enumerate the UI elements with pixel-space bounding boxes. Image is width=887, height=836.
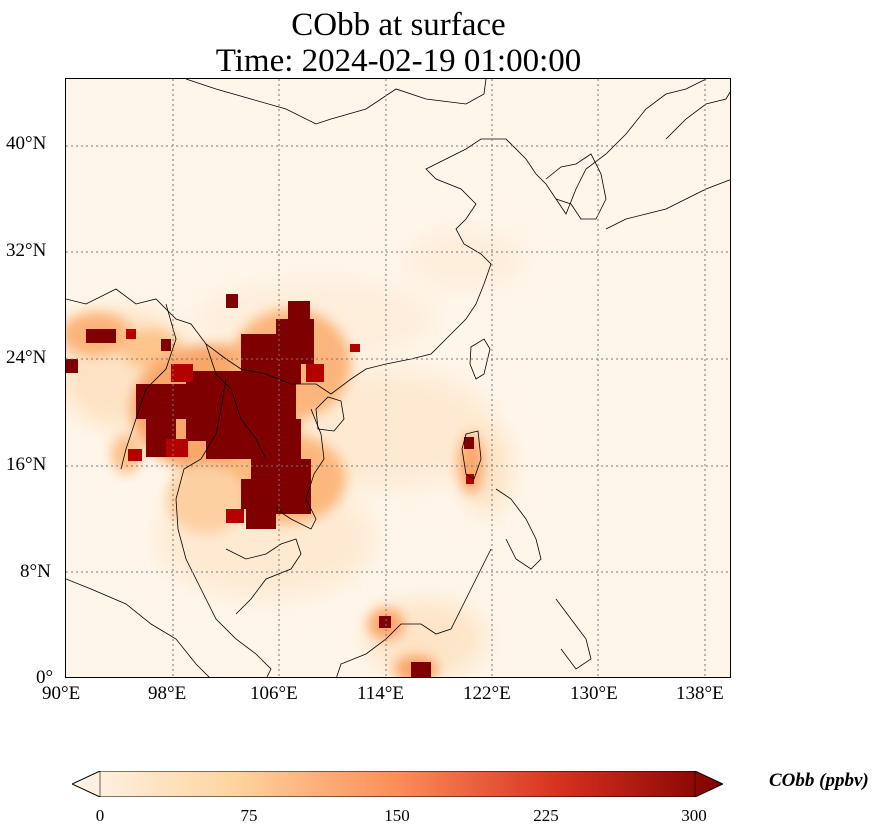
coastlines — [66, 79, 730, 677]
colorbar-gradient — [72, 771, 723, 797]
map-title: CObb at surface — [291, 7, 506, 43]
colorbar-tick-label: 225 — [533, 806, 559, 825]
fire-emission-secondary — [126, 329, 474, 523]
colorbar-tick-label: 0 — [95, 806, 105, 825]
y-tick-label: 32°N — [6, 240, 47, 261]
fire-emission-core — [66, 294, 474, 677]
y-tick-label: 24°N — [6, 347, 47, 368]
map-subtitle-time: Time: 2024-02-19 01:00:00 — [215, 43, 582, 79]
map-plot-area — [65, 78, 731, 678]
x-tick-label: 114°E — [357, 683, 404, 704]
y-tick-label: 8°N — [20, 561, 51, 582]
colorbar-tick-label: 150 — [384, 806, 410, 825]
map-canvas — [66, 79, 730, 677]
y-tick-label: 16°N — [6, 454, 47, 475]
x-tick-label: 90°E — [42, 683, 81, 704]
colorbar-tick-label: 75 — [240, 806, 258, 825]
colorbar-tick-label: 300 — [681, 806, 707, 825]
y-tick-label: 40°N — [6, 133, 47, 154]
y-tick-label: 0° — [36, 667, 54, 688]
colorbar — [72, 771, 723, 797]
x-tick-label: 98°E — [148, 683, 187, 704]
x-tick-label: 138°E — [676, 683, 724, 704]
x-tick-label: 122°E — [463, 683, 511, 704]
colorbar-label: CObb (ppbv) — [769, 770, 869, 791]
x-tick-label: 106°E — [250, 683, 298, 704]
x-tick-label: 130°E — [570, 683, 618, 704]
gridlines — [66, 79, 730, 677]
